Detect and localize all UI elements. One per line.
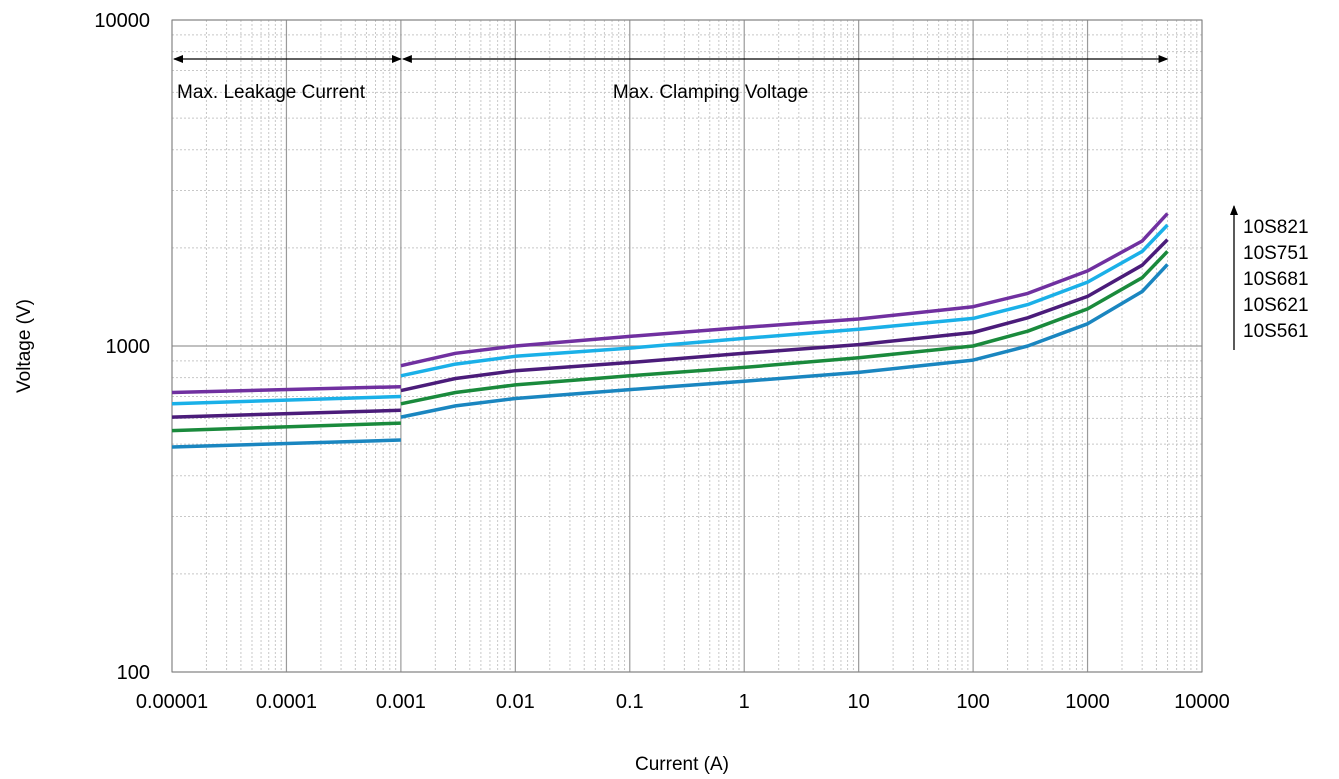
major-gridlines (171, 19, 1203, 673)
legend-entry-10s621: 10S621 (1243, 295, 1309, 316)
x-tick-label: 0.1 (616, 691, 644, 713)
x-tick-label: 100 (956, 691, 989, 713)
x-tick-label: 10 (848, 691, 870, 713)
legend-entry-10s561: 10S561 (1243, 321, 1309, 342)
plot-frame (171, 19, 1203, 673)
annotation-label-2: Max. Clamping Voltage (613, 82, 808, 103)
series-line-10s621-clamping (400, 250, 1169, 406)
series-line-10s681-leakage (171, 408, 401, 419)
x-tick-labels: 0.00001 0.0001 0.001 0.01 0.1 1 10 100 1000 10000 (136, 691, 1230, 713)
x-tick-label: 0.0001 (256, 691, 317, 713)
series-line-10s561-clamping (400, 263, 1169, 419)
annotation-label-1: Max. Leakage Current (177, 82, 366, 103)
legend-entry-10s821: 10S821 (1243, 217, 1309, 238)
legend: 10S821 10S751 10S681 10S621 10S561 (1230, 205, 1309, 350)
series-line-10s681-clamping (400, 238, 1169, 393)
x-tick-label: 0.001 (376, 691, 426, 713)
series-line-10s751-leakage (171, 394, 401, 406)
series-line-10s751-clamping (400, 223, 1169, 378)
series-line-10s621-leakage (171, 421, 401, 433)
x-tick-label: 0.01 (496, 691, 535, 713)
series-layer (171, 212, 1169, 449)
x-tick-label: 1000 (1065, 691, 1110, 713)
legend-entry-10s751: 10S751 (1243, 243, 1309, 264)
series-line-10s821-clamping (400, 212, 1169, 368)
y-tick-label: 10000 (94, 10, 150, 32)
y-tick-labels: 100 1000 10000 (94, 10, 150, 684)
series-line-10s561-leakage (171, 438, 401, 449)
y-axis-label: Voltage (V) (14, 299, 35, 393)
x-axis-label: Current (A) (635, 754, 729, 775)
y-tick-label: 100 (117, 662, 150, 684)
annotation-layer: Max. Leakage Current Max. Clamping Voltag… (173, 55, 1169, 103)
x-tick-label: 1 (739, 691, 750, 713)
legend-entry-10s681: 10S681 (1243, 269, 1309, 290)
x-tick-label: 10000 (1174, 691, 1230, 713)
series-line-10s821-leakage (171, 384, 401, 395)
x-tick-label: 0.00001 (136, 691, 208, 713)
y-tick-label: 1000 (106, 336, 151, 358)
